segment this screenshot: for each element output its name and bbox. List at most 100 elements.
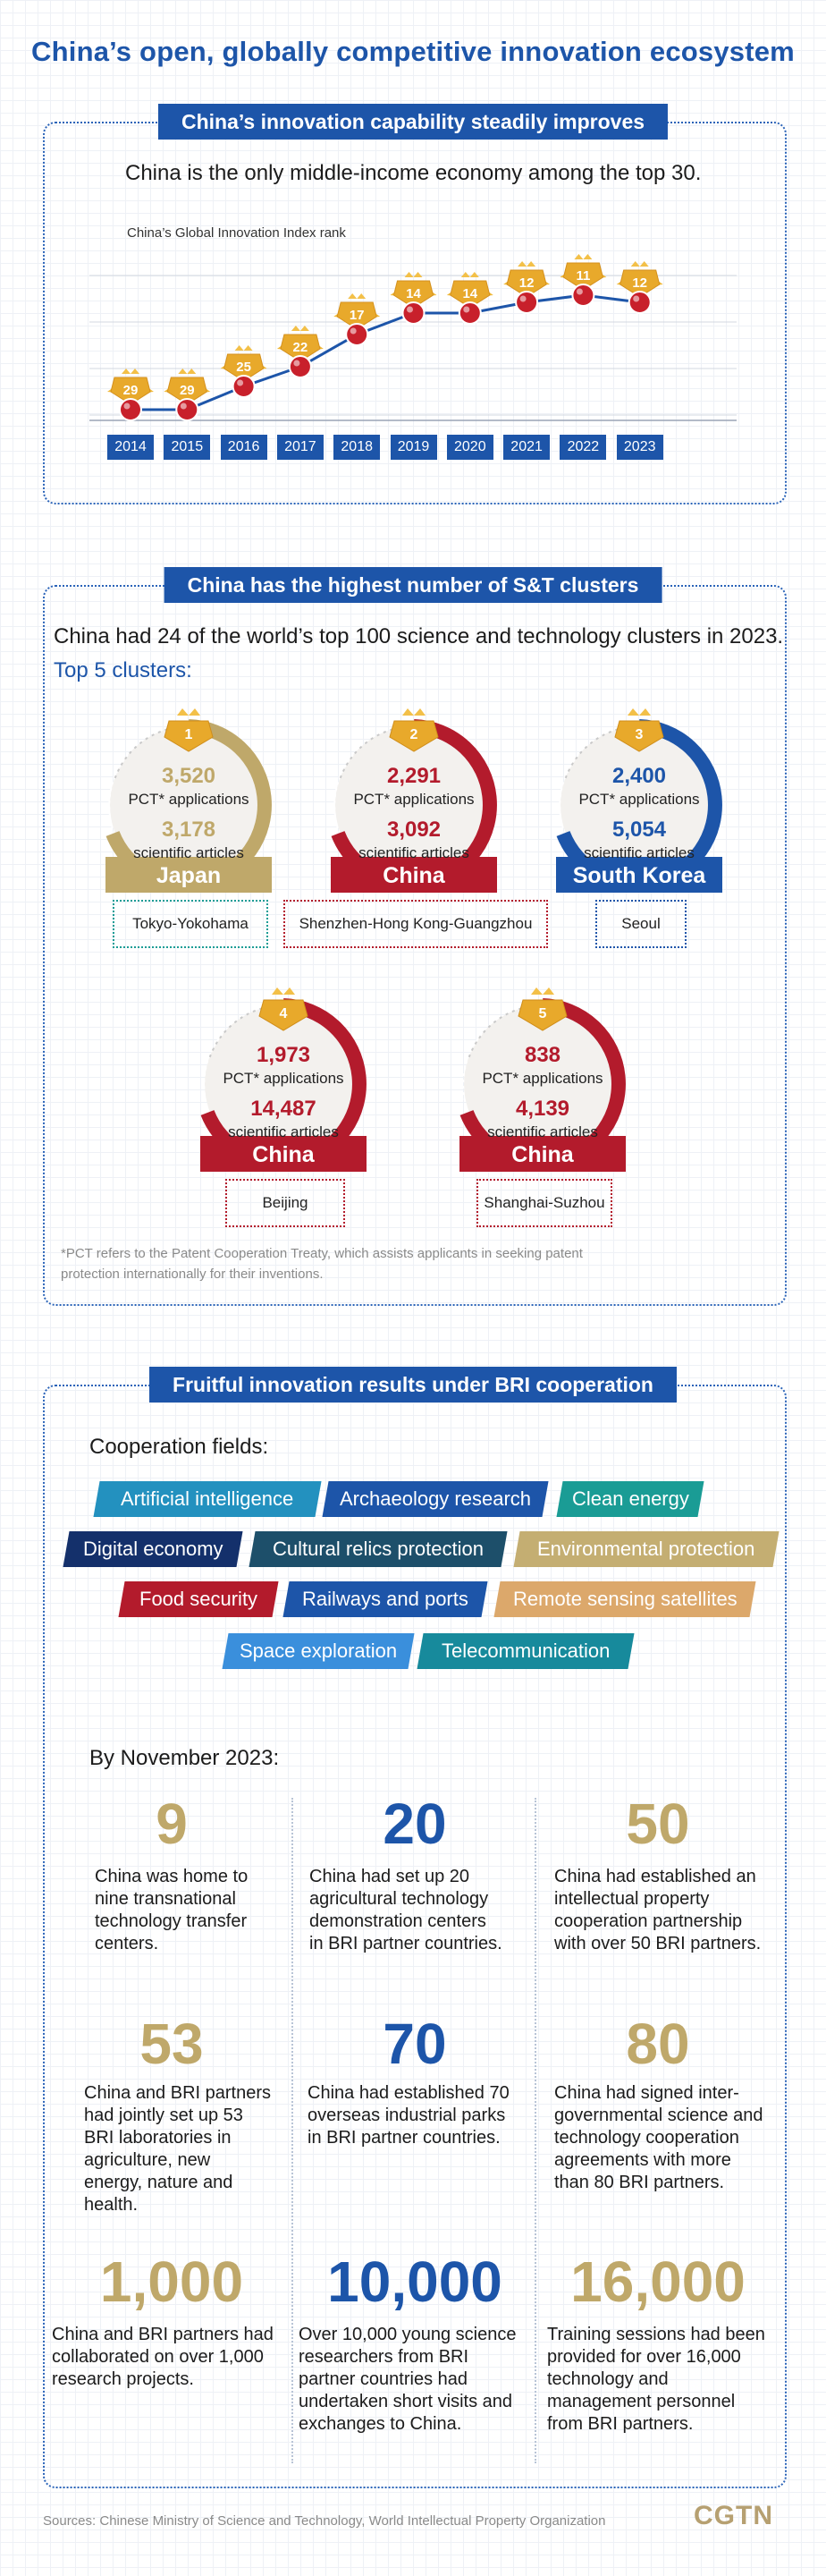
medal-crown [348,293,367,299]
section1-subtitle: China is the only middle-income economy … [125,161,702,185]
stat-number: 50 [626,1792,690,1856]
stat-line: management personnel [547,2392,736,2411]
rank-marker [119,398,142,421]
rank-medal [614,720,664,752]
ring-dash [339,725,415,781]
stat-line: researchers from BRI [299,2347,469,2367]
ring-dash [564,725,640,781]
medal-crown [177,708,200,716]
rank-medal [518,999,568,1031]
cluster-card: 3 2,400 PCT* applications 5,054 scientific a… [545,699,733,959]
articles-label: scientific articles [228,1123,339,1140]
rank-point: 14 [390,272,437,325]
pct-value: 838 [524,1043,561,1067]
marker-shine [633,295,640,302]
tag-label: Remote sensing satellites [512,1588,738,1610]
rank-point: 11 [560,254,607,307]
cluster-ring: 4 [200,987,367,1172]
stat-number: 70 [383,2012,447,2076]
medal-badge [506,269,547,298]
stat-line: than 80 BRI partners. [554,2173,725,2192]
page-title: China’s open, globally competitive innov… [31,36,795,67]
cluster-card: 4 1,973 PCT* applications 14,487 scientific … [190,979,377,1238]
stat-number: 80 [626,2012,690,2076]
stat-line: collaborated on over 1,000 [52,2347,264,2367]
country-ribbon [556,857,722,893]
marker-shine [123,402,131,410]
rank-label: 29 [180,383,195,398]
country-ribbon [200,1136,367,1172]
medal-badge [280,334,321,362]
stat-description: Training sessions had been provided for o… [547,2324,765,2436]
tag-label: Cultural relics protection [273,1538,484,1560]
divider [535,1798,536,2463]
cluster-country: Japan [156,863,222,888]
medal-badge [450,280,491,309]
medal-crown [404,272,423,277]
medal-crown [291,326,309,331]
stat-number: 10,000 [327,2250,502,2314]
stat-number: 1,000 [99,2250,244,2314]
stat-number: 16,000 [570,2250,746,2314]
marker-shine [180,402,187,410]
articles-label: scientific articles [358,844,469,861]
rank-label: 12 [632,275,647,291]
cooperation-tag: Railways and ports [282,1581,488,1617]
tag-label: Food security [139,1588,258,1610]
rank-point: 29 [107,369,154,421]
rank-label: 14 [406,286,421,301]
rank-marker [515,291,539,314]
articles-value: 3,092 [386,818,442,842]
articles-label: scientific articles [133,844,244,861]
medal-badge [223,353,265,382]
tag-label: Railways and ports [302,1588,468,1610]
rank-marker [458,301,482,325]
cooperation-tag: Archaeology research [322,1481,549,1517]
cluster-card: 1 3,520 PCT* applications 3,178 scientific a… [95,699,282,959]
marker-shine [519,295,527,302]
medal-crown [518,261,536,267]
ring-dash [468,1004,544,1060]
rank-label: 29 [123,383,139,398]
cluster-rank: 4 [280,1006,288,1021]
medal-crown [628,708,651,716]
tag-label: Space exploration [239,1640,398,1662]
rank-point: 29 [164,369,211,421]
section1-banner: China’s innovation capability steadily i… [157,104,669,140]
year-label: 2023 [616,435,663,460]
cluster-ring: 2 [331,708,497,893]
articles-value: 3,178 [161,818,216,842]
pct-value: 2,400 [611,764,667,788]
stat-line: BRI laboratories in [84,2128,232,2148]
stat-description: Over 10,000 young science researchers fro… [299,2324,517,2436]
rank-medal [164,720,214,752]
medal-crown [272,987,295,995]
stat-line: cooperation partnership [554,1911,743,1931]
tag-label: Artificial intelligence [121,1487,294,1510]
rank-point: 12 [503,261,551,314]
stat-line: China had set up 20 [309,1867,470,1886]
cooperation-tag: Cultural relics protection [249,1531,508,1567]
ring-fill [560,726,718,884]
marker-shine [576,288,583,295]
divider [291,1798,293,2463]
gii-rank-chart: 29 29 25 22 17 14 14 12 11 12 [89,254,737,421]
stat-line: China and BRI partners had [52,2325,274,2344]
pct-label: PCT* applications [482,1070,603,1087]
cluster-rank: 5 [539,1006,547,1021]
rank-label: 22 [293,340,308,355]
cluster-ring: 3 [556,708,722,893]
rank-point: 25 [220,345,267,398]
ring-fill [205,1005,362,1163]
country-ribbon [331,857,497,893]
rank-point: 22 [276,326,324,378]
marker-shine [407,306,413,313]
cluster-ring: 5 [459,987,626,1172]
stat-description: China had set up 20 agricultural technolo… [309,1866,502,1955]
year-label: 2021 [503,435,551,460]
rank-label: 25 [236,360,251,375]
stat-line: Over 10,000 young science [299,2325,517,2344]
section3-banner: Fruitful innovation results under BRI co… [149,1367,677,1402]
tag-label: Telecommunication [441,1640,611,1662]
stat-line: technology and [547,2369,669,2389]
